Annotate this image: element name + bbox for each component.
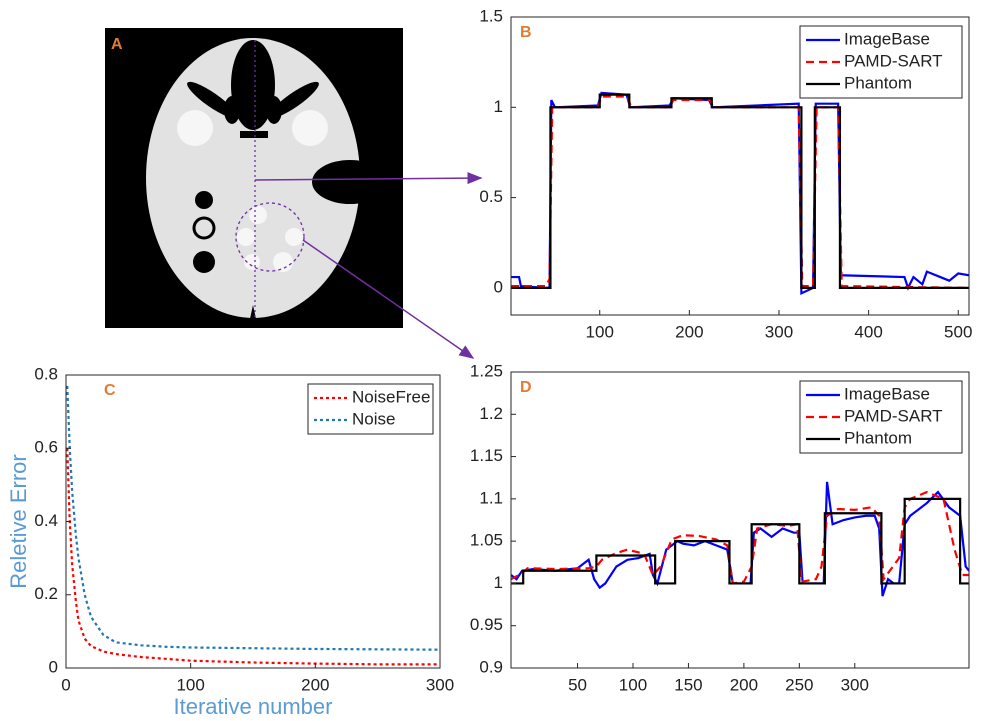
y-axis-label: Reletive Error (6, 454, 31, 588)
legend: NoiseFree Noise (307, 383, 434, 435)
y-tick-label: 1.1 (479, 488, 503, 507)
data-line (511, 93, 969, 290)
plot-area: 50 100 150 200 250 300 0.9 0.95 1 1.05 1.1 1.15 1.2 1… (470, 361, 970, 694)
plot-area: 100 200 300 400 500 0 0.5 1 1.5 B ImageBase PAMD-SA… (479, 6, 972, 341)
legend-label: ImageBase (844, 29, 930, 48)
y-tick-label: 0.95 (470, 615, 503, 634)
legend-label: Phantom (844, 73, 912, 92)
y-tick-label: 0 (494, 277, 503, 296)
x-axis-label: Iterative number (174, 694, 333, 719)
panel-label: D (520, 379, 532, 396)
x-tick-label: 200 (675, 322, 703, 341)
x-tick-label: 100 (176, 675, 204, 694)
legend: ImageBase PAMD-SART Phantom (799, 25, 963, 99)
axes-box (510, 371, 970, 669)
legend-label: PAMD-SART (844, 406, 943, 425)
y-tick-label: 1 (494, 573, 503, 592)
data-line (66, 448, 440, 666)
legend-box (307, 383, 434, 435)
x-tick-label: 200 (301, 675, 329, 694)
data-line (66, 385, 440, 651)
panel-label: C (104, 382, 116, 399)
y-tick-label: 0.2 (34, 584, 58, 603)
y-tick-label: 0.8 (34, 364, 58, 383)
phantom-image (105, 28, 483, 359)
y-tick-label: 1.15 (470, 446, 503, 465)
legend-label: PAMD-SART (844, 51, 943, 70)
x-tick-label: 0 (61, 675, 70, 694)
y-tick-label: 0 (49, 657, 58, 676)
x-tick-label: 500 (944, 322, 972, 341)
legend-label: Phantom (844, 428, 912, 447)
x-tick-label: 300 (426, 675, 454, 694)
legend-label: Noise (352, 409, 395, 428)
y-tick-label: 0.6 (34, 438, 58, 457)
plot-area: 0 100 200 300 0 0.2 0.4 0.6 0.8 Iterative number R… (6, 364, 454, 718)
legend: ImageBase PAMD-SART Phantom (799, 380, 963, 454)
y-tick-label: 1.25 (470, 361, 503, 380)
y-tick-label: 1.05 (470, 531, 503, 550)
y-tick-label: 1 (494, 97, 503, 116)
panel-label: A (111, 36, 123, 53)
x-tick-label: 300 (841, 675, 869, 694)
legend-label: ImageBase (844, 384, 930, 403)
x-tick-label: 100 (619, 675, 647, 694)
y-tick-label: 0.5 (479, 187, 503, 206)
y-tick-label: 0.4 (34, 511, 58, 530)
x-tick-label: 300 (765, 322, 793, 341)
x-tick-label: 100 (586, 322, 614, 341)
legend-label: NoiseFree (352, 387, 430, 406)
x-tick-label: 200 (730, 675, 758, 694)
y-tick-label: 1.5 (479, 6, 503, 25)
y-tick-label: 0.9 (479, 657, 503, 676)
data-line (511, 497, 969, 585)
x-tick-label: 250 (785, 675, 813, 694)
y-tick-label: 1.2 (479, 404, 503, 423)
axes-box (510, 16, 970, 316)
x-tick-label: 150 (674, 675, 702, 694)
x-tick-label: 400 (854, 322, 882, 341)
panel-label: B (520, 24, 532, 41)
x-tick-label: 50 (568, 675, 587, 694)
